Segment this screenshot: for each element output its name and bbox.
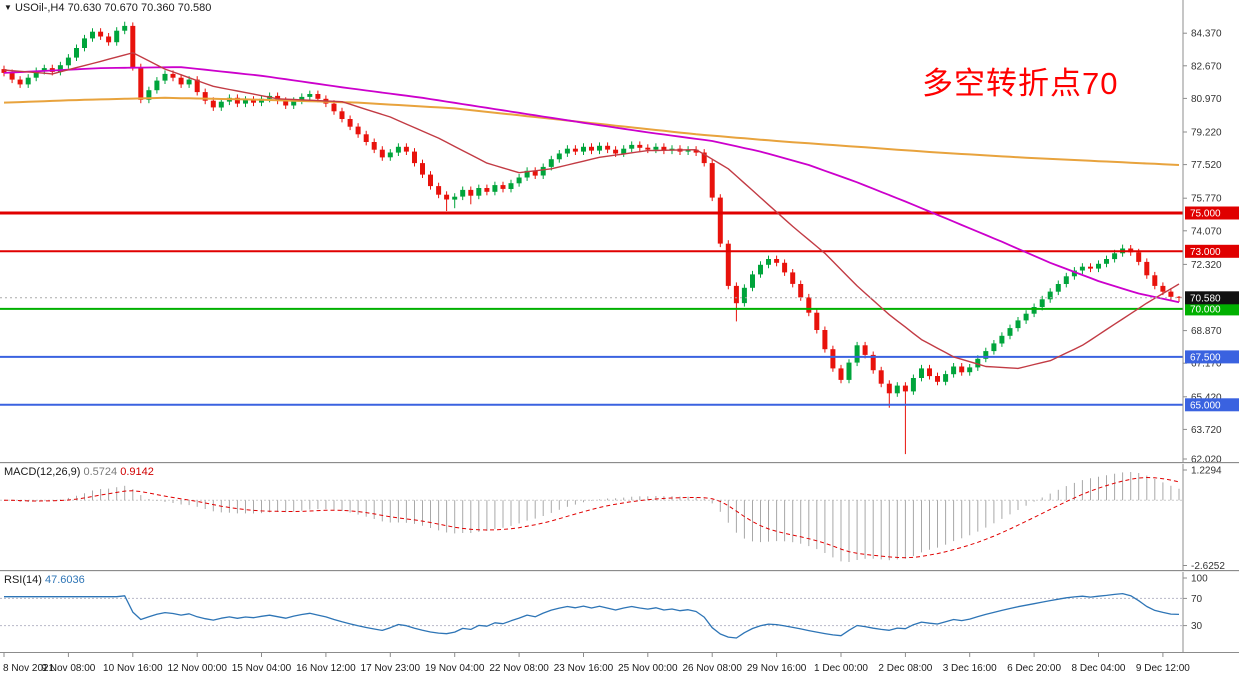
svg-text:63.720: 63.720	[1191, 425, 1222, 436]
rsi-canvas[interactable]: 100 70 30	[0, 572, 1239, 652]
collapse-triangle-icon[interactable]: ▼	[4, 3, 12, 12]
panel-divider[interactable]	[0, 462, 1239, 464]
svg-text:30: 30	[1191, 621, 1203, 632]
rsi-panel[interactable]: 100 70 30 RSI(14) 47.6036	[0, 572, 1239, 652]
svg-text:67.500: 67.500	[1190, 352, 1221, 363]
macd-panel[interactable]: 1.2294 -2.6252 MACD(12,26,9) 0.5724 0.914…	[0, 464, 1239, 570]
current-price-tag	[1185, 291, 1239, 305]
price-chart-canvas[interactable]: 84.370 82.670 80.970 79.220 77.520 75.770 74.0…	[0, 0, 1239, 462]
svg-text:6 Dec 20:00: 6 Dec 20:00	[1007, 663, 1061, 674]
svg-text:100: 100	[1191, 574, 1208, 585]
price-axis[interactable]: 84.370 82.670 80.970 79.220 77.520 75.770 74.0…	[1182, 0, 1239, 463]
svg-text:62.020: 62.020	[1191, 455, 1222, 463]
svg-text:9 Dec 12:00: 9 Dec 12:00	[1136, 663, 1190, 674]
svg-text:70: 70	[1191, 594, 1203, 605]
macd-svg-host[interactable]: 1.2294 -2.6252	[0, 464, 1239, 570]
ohlc-high: 70.670	[104, 2, 138, 14]
rsi-label: RSI(14) 47.6036	[4, 574, 85, 586]
macd-label: MACD(12,26,9) 0.5724 0.9142	[4, 466, 154, 478]
svg-text:67.170: 67.170	[1191, 359, 1222, 370]
svg-text:79.220: 79.220	[1191, 128, 1222, 139]
price-chart-svg-host[interactable]: 84.370 82.670 80.970 79.220 77.520 75.770 74.0…	[0, 0, 1239, 462]
rsi-axis[interactable]: 100 70 30	[1182, 572, 1208, 652]
svg-text:29 Nov 16:00: 29 Nov 16:00	[747, 663, 807, 674]
svg-text:75.770: 75.770	[1191, 194, 1222, 205]
macd-signal-value: 0.9142	[120, 466, 154, 478]
svg-text:82.670: 82.670	[1191, 61, 1222, 72]
rsi-name: RSI(14)	[4, 574, 42, 586]
svg-text:10 Nov 16:00: 10 Nov 16:00	[103, 663, 163, 674]
svg-text:1.2294: 1.2294	[1191, 466, 1222, 477]
ohlc-low: 70.360	[141, 2, 175, 14]
time-axis-svg-host[interactable]: 8 Nov 2021 9 Nov 08:00 10 Nov 16:00 12 Nov …	[0, 653, 1239, 688]
macd-name: MACD(12,26,9)	[4, 466, 81, 478]
svg-text:1 Dec 00:00: 1 Dec 00:00	[814, 663, 868, 674]
svg-text:16 Nov 12:00: 16 Nov 12:00	[296, 663, 356, 674]
rsi-value: 47.6036	[44, 574, 85, 586]
svg-text:9 Nov 08:00: 9 Nov 08:00	[41, 663, 95, 674]
svg-text:70.580: 70.580	[1190, 293, 1221, 304]
price-panel[interactable]: 84.370 82.670 80.970 79.220 77.520 75.770 74.0…	[0, 0, 1239, 462]
svg-text:17 Nov 23:00: 17 Nov 23:00	[361, 663, 421, 674]
panel-divider[interactable]	[0, 570, 1239, 572]
svg-text:77.520: 77.520	[1191, 160, 1222, 171]
svg-text:25 Nov 00:00: 25 Nov 00:00	[618, 663, 678, 674]
symbol-name: USOil-,H4	[14, 2, 65, 14]
macd-signal-line	[3, 476, 1180, 559]
rsi-line	[4, 592, 1180, 639]
svg-text:65.000: 65.000	[1190, 400, 1221, 411]
level-lines-layer	[0, 211, 1183, 406]
symbol-info: ▼ USOil-,H4 70.630 70.670 70.360 70.580	[4, 2, 211, 14]
moving-averages-layer	[3, 52, 1180, 370]
rsi-level-lines	[0, 597, 1183, 627]
svg-text:75.000: 75.000	[1190, 209, 1221, 220]
svg-text:84.370: 84.370	[1191, 29, 1222, 40]
svg-text:73.000: 73.000	[1190, 247, 1221, 258]
svg-text:74.070: 74.070	[1191, 226, 1222, 237]
svg-text:70.000: 70.000	[1190, 304, 1221, 315]
svg-text:23 Nov 16:00: 23 Nov 16:00	[554, 663, 614, 674]
svg-text:3 Dec 16:00: 3 Dec 16:00	[943, 663, 997, 674]
macd-axis[interactable]: 1.2294 -2.6252	[1182, 464, 1225, 570]
macd-main-value: 0.5724	[83, 466, 118, 478]
svg-text:80.970: 80.970	[1191, 94, 1222, 105]
ohlc-close: 70.580	[177, 2, 212, 14]
svg-text:12 Nov 00:00: 12 Nov 00:00	[167, 663, 227, 674]
svg-text:65.420: 65.420	[1191, 392, 1222, 403]
svg-text:15 Nov 04:00: 15 Nov 04:00	[232, 663, 292, 674]
rsi-svg-host[interactable]: 100 70 30	[0, 572, 1239, 652]
candles-layer	[1, 21, 1182, 455]
svg-text:26 Nov 08:00: 26 Nov 08:00	[682, 663, 742, 674]
macd-histogram	[11, 472, 1180, 562]
macd-canvas[interactable]: 1.2294 -2.6252	[0, 464, 1239, 570]
annotation-text[interactable]: 多空转折点70	[922, 66, 1119, 101]
svg-text:72.320: 72.320	[1191, 260, 1222, 271]
svg-text:22 Nov 08:00: 22 Nov 08:00	[489, 663, 549, 674]
svg-text:68.870: 68.870	[1191, 326, 1222, 337]
ohlc-open: 70.630	[67, 2, 102, 14]
svg-text:2 Dec 08:00: 2 Dec 08:00	[878, 663, 932, 674]
svg-text:-2.6252: -2.6252	[1191, 561, 1225, 570]
svg-text:19 Nov 04:00: 19 Nov 04:00	[425, 663, 485, 674]
time-axis[interactable]: 8 Nov 2021 9 Nov 08:00 10 Nov 16:00 12 Nov …	[0, 652, 1239, 688]
svg-text:8 Nov 2021: 8 Nov 2021	[3, 663, 55, 674]
svg-text:8 Dec 04:00: 8 Dec 04:00	[1072, 663, 1126, 674]
